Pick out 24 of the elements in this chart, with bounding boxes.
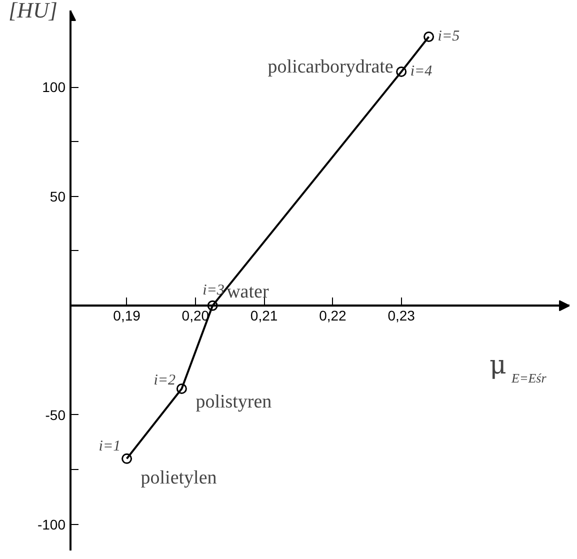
y-tick-label: 100 — [42, 79, 66, 96]
y-axis-title: [HU] — [8, 0, 58, 22]
point — [396, 66, 407, 77]
point — [122, 453, 132, 464]
annotation: i=3 — [202, 282, 224, 299]
point — [207, 300, 218, 311]
y-tick-label: 50 — [50, 188, 66, 204]
annotation: i=4 — [410, 64, 433, 80]
x-tick-label: 0,21 — [250, 308, 278, 324]
x-tick-label: 0,20 — [182, 308, 210, 324]
annotation: polietylen — [140, 468, 218, 489]
x-tick-label: 0,19 — [113, 308, 141, 324]
annotation: water — [226, 282, 270, 303]
annotation: policarborydrate — [268, 56, 394, 78]
y-tick-label: -100 — [37, 516, 66, 532]
annotation: i=2 — [154, 372, 176, 389]
y-tick-label: -50 — [45, 406, 66, 423]
x-tick-label: 0,23 — [388, 308, 416, 324]
annotation: polistyren — [196, 392, 272, 413]
x-tick-label: 0,22 — [319, 308, 347, 324]
annotation: i=5 — [438, 28, 460, 45]
point — [176, 383, 187, 394]
annotation: i=1 — [98, 438, 121, 455]
point — [424, 31, 434, 42]
